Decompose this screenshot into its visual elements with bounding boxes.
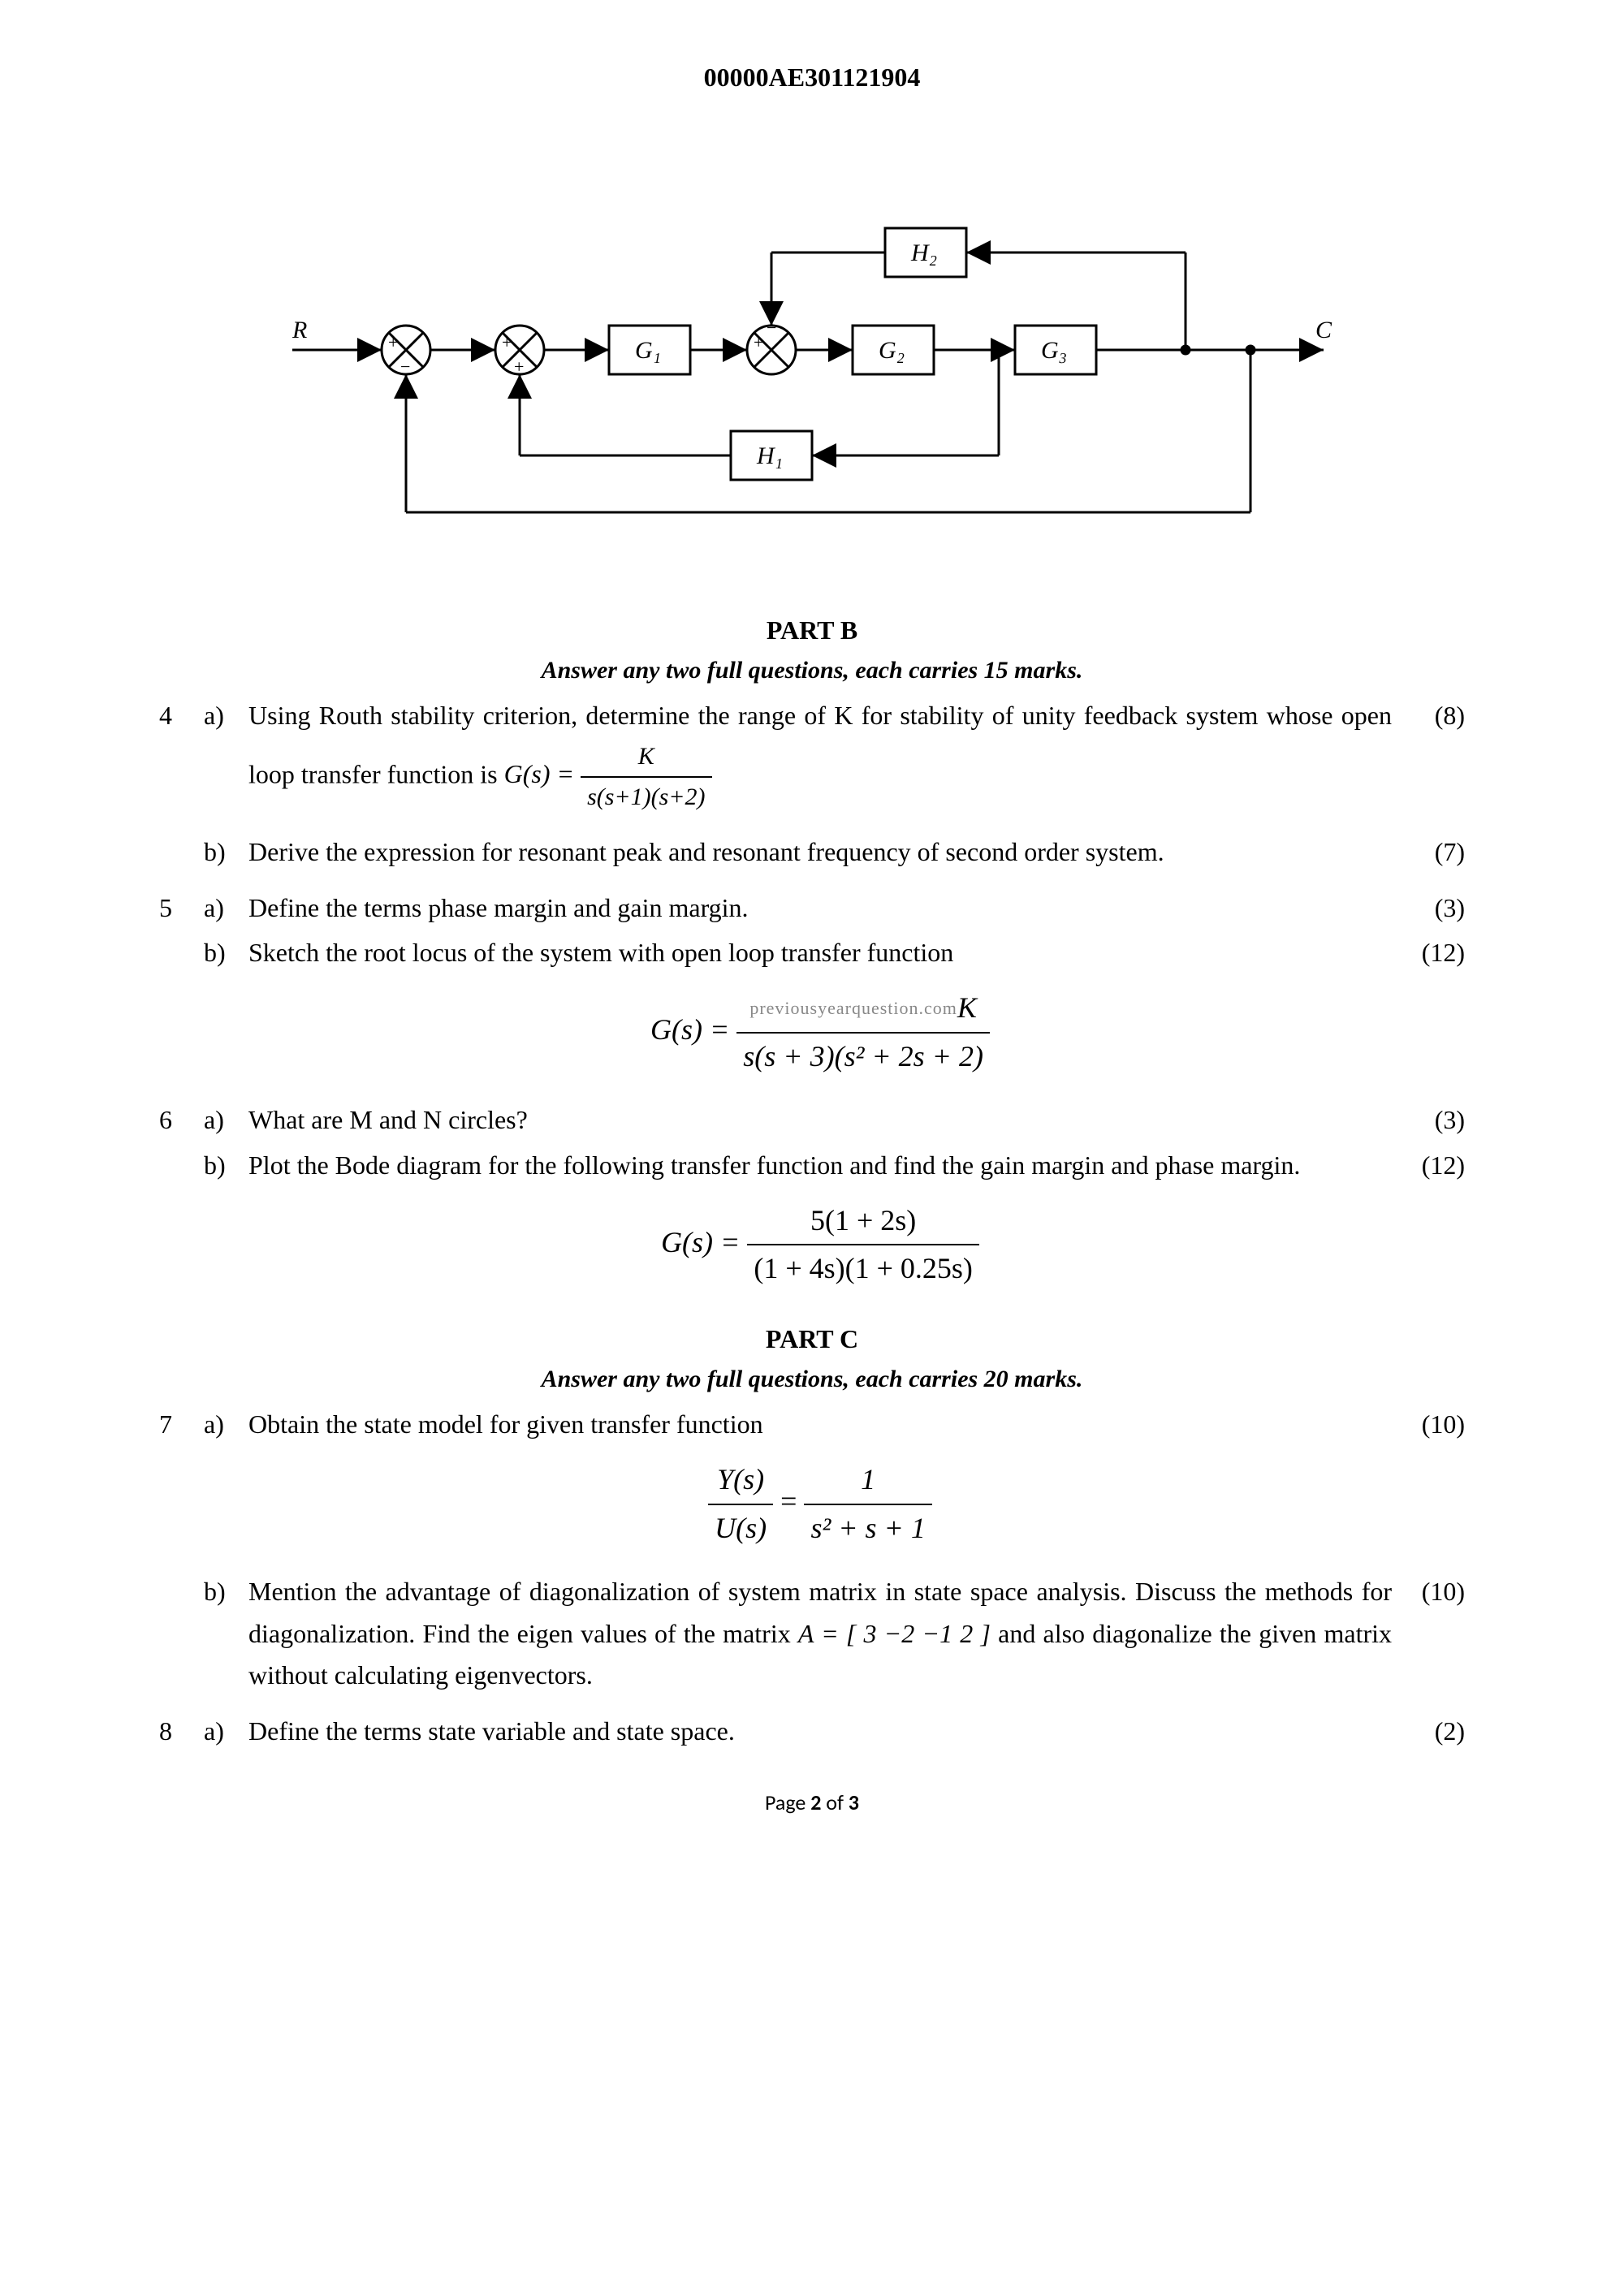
q-sub: a) bbox=[199, 886, 244, 930]
q-num: 5 bbox=[154, 886, 199, 930]
question-row: 5 a) Define the terms phase margin and g… bbox=[154, 886, 1470, 930]
svg-text:+: + bbox=[502, 332, 512, 352]
partc-questions: 7 a) Obtain the state model for given tr… bbox=[154, 1402, 1470, 1754]
q-marks: (2) bbox=[1397, 1709, 1470, 1754]
svg-text:+: + bbox=[514, 356, 524, 377]
q-sub: b) bbox=[199, 1143, 244, 1310]
question-row: 6 a) What are M and N circles? (3) bbox=[154, 1098, 1470, 1142]
q-text: What are M and N circles? bbox=[244, 1098, 1397, 1142]
q-text: Plot the Bode diagram for the following … bbox=[244, 1143, 1397, 1310]
block-diagram: + − + + G₁ + − G₂ G₃ H₂ bbox=[268, 188, 1356, 529]
q-text: Sketch the root locus of the system with… bbox=[244, 930, 1397, 1098]
block-h2-label: H₂ bbox=[910, 240, 937, 266]
q-marks: (8) bbox=[1397, 693, 1470, 818]
svg-text:−: − bbox=[400, 356, 410, 377]
q-sub: a) bbox=[199, 1402, 244, 1569]
q-marks: (3) bbox=[1397, 1098, 1470, 1142]
equation: G(s) = 5(1 + 2s) (1 + 4s)(1 + 0.25s) bbox=[248, 1198, 1392, 1293]
q-sub: a) bbox=[199, 693, 244, 818]
q-num: 4 bbox=[154, 693, 199, 818]
question-row: 8 a) Define the terms state variable and… bbox=[154, 1709, 1470, 1754]
block-g2-label: G₂ bbox=[879, 337, 905, 364]
partb-questions: 4 a) Using Routh stability criterion, de… bbox=[154, 693, 1470, 1310]
question-row: b) Derive the expression for resonant pe… bbox=[154, 830, 1470, 874]
q-marks: (10) bbox=[1397, 1402, 1470, 1569]
q-sub: b) bbox=[199, 930, 244, 1098]
partc-heading: PART C bbox=[154, 1318, 1470, 1360]
question-row: b) Sketch the root locus of the system w… bbox=[154, 930, 1470, 1098]
watermark-text: previousyearquestion.com bbox=[749, 998, 957, 1018]
q-sub: b) bbox=[199, 1569, 244, 1698]
question-row: 4 a) Using Routh stability criterion, de… bbox=[154, 693, 1470, 818]
q-text: Using Routh stability criterion, determi… bbox=[244, 693, 1397, 818]
block-g3-label: G₃ bbox=[1041, 337, 1067, 364]
q-num: 7 bbox=[154, 1402, 199, 1569]
q-sub: b) bbox=[199, 830, 244, 874]
signal-r-label: R bbox=[292, 317, 307, 343]
equation: Y(s) U(s) = 1 s² + s + 1 bbox=[248, 1457, 1392, 1552]
partb-heading: PART B bbox=[154, 610, 1470, 651]
question-row: b) Plot the Bode diagram for the followi… bbox=[154, 1143, 1470, 1310]
equation: G(s) = previousyearquestion.comK s(s + 3… bbox=[248, 985, 1392, 1080]
q-num: 8 bbox=[154, 1709, 199, 1754]
page-footer: Page 2 of 3 bbox=[154, 1786, 1470, 1820]
q-text: Define the terms phase margin and gain m… bbox=[244, 886, 1397, 930]
q-marks: (3) bbox=[1397, 886, 1470, 930]
q-sub: a) bbox=[199, 1709, 244, 1754]
q-text: Mention the advantage of diagonalization… bbox=[244, 1569, 1397, 1698]
svg-text:+: + bbox=[388, 332, 398, 352]
block-h1-label: H₁ bbox=[756, 442, 783, 469]
question-row: 7 a) Obtain the state model for given tr… bbox=[154, 1402, 1470, 1569]
q-text: Derive the expression for resonant peak … bbox=[244, 830, 1397, 874]
q-text: Define the terms state variable and stat… bbox=[244, 1709, 1397, 1754]
q-marks: (10) bbox=[1397, 1569, 1470, 1698]
q-sub: a) bbox=[199, 1098, 244, 1142]
q-marks: (12) bbox=[1397, 930, 1470, 1098]
svg-text:+: + bbox=[754, 332, 763, 352]
partc-instruction: Answer any two full questions, each carr… bbox=[154, 1360, 1470, 1399]
partb-instruction: Answer any two full questions, each carr… bbox=[154, 651, 1470, 690]
doc-code: 00000AE301121904 bbox=[154, 57, 1470, 98]
block-g1-label: G₁ bbox=[635, 337, 661, 364]
question-row: b) Mention the advantage of diagonalizat… bbox=[154, 1569, 1470, 1698]
q-num: 6 bbox=[154, 1098, 199, 1142]
q-marks: (12) bbox=[1397, 1143, 1470, 1310]
q-text: Obtain the state model for given transfe… bbox=[244, 1402, 1397, 1569]
q-marks: (7) bbox=[1397, 830, 1470, 874]
inline-equation: G(s) = K s(s+1)(s+2) bbox=[504, 759, 712, 788]
signal-c-label: C bbox=[1315, 317, 1332, 343]
matrix-text: A = [ 3 −2 −1 2 ] bbox=[798, 1619, 991, 1648]
